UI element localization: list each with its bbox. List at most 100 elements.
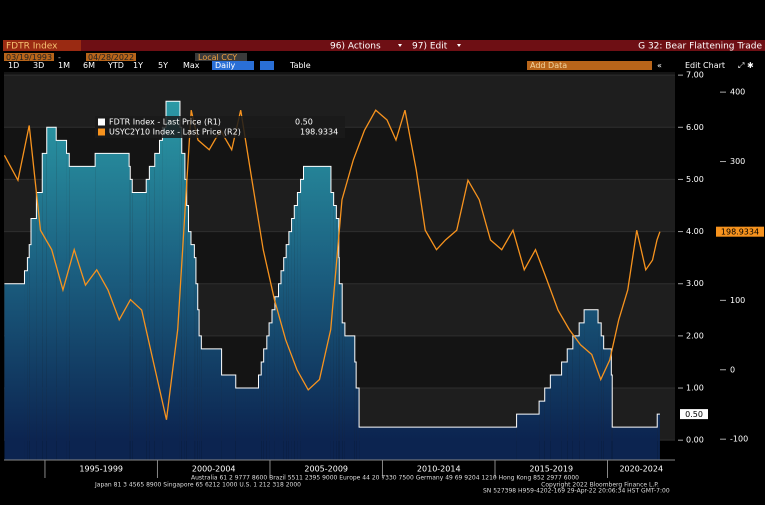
y2-tick-label: 100 bbox=[730, 296, 745, 305]
area-step bbox=[297, 192, 301, 460]
y2-tick-label: -100 bbox=[730, 435, 748, 444]
security-box[interactable] bbox=[3, 40, 81, 51]
y-tick-label: 4.00 bbox=[686, 227, 704, 236]
area-step bbox=[354, 361, 357, 460]
period-button[interactable]: 1M bbox=[58, 61, 70, 70]
area-step bbox=[516, 414, 540, 460]
area-step bbox=[129, 166, 131, 460]
start-date[interactable]: 03/19/1993 bbox=[6, 53, 52, 62]
legend-label: FDTR Index - Last Price (R1) bbox=[109, 118, 221, 127]
area-step bbox=[261, 361, 264, 460]
area-step bbox=[159, 140, 163, 460]
date-box[interactable] bbox=[4, 53, 54, 61]
collapse[interactable]: « bbox=[657, 61, 662, 70]
area-step bbox=[572, 335, 580, 460]
area-step bbox=[291, 218, 295, 460]
y-tick-label: 2.00 bbox=[686, 331, 704, 340]
currency-box[interactable] bbox=[195, 53, 247, 61]
area-step bbox=[46, 127, 57, 460]
area-step bbox=[550, 374, 562, 460]
last-value-label: 0.50 bbox=[685, 410, 703, 419]
area-step bbox=[221, 374, 236, 460]
area-step bbox=[544, 388, 551, 460]
actions-menu[interactable]: 96) Actions bbox=[330, 42, 381, 52]
area-step bbox=[579, 322, 585, 460]
area-step bbox=[162, 127, 167, 460]
area-step bbox=[31, 218, 37, 460]
period-button[interactable]: 1Y bbox=[133, 61, 143, 70]
add-data-box[interactable] bbox=[527, 61, 652, 70]
area-step bbox=[29, 244, 32, 460]
area-step bbox=[132, 192, 147, 460]
area-step bbox=[288, 231, 292, 460]
frequency[interactable]: Daily bbox=[215, 61, 236, 70]
legend-swatch bbox=[98, 118, 105, 126]
area-step bbox=[130, 179, 133, 460]
frequency-box[interactable] bbox=[212, 61, 254, 70]
x-tick-label: 2010-2014 bbox=[417, 465, 461, 474]
period-button[interactable]: 6M bbox=[83, 61, 95, 70]
area-step bbox=[283, 257, 287, 460]
legend-swatch bbox=[98, 128, 105, 136]
y-tick-label: 5.00 bbox=[686, 175, 704, 184]
y2-tick-label: 300 bbox=[730, 157, 745, 166]
legend-box bbox=[95, 116, 345, 138]
area-step bbox=[269, 322, 272, 460]
area-step bbox=[336, 218, 339, 460]
area-step bbox=[344, 335, 355, 460]
footer-contacts: Australia 61 2 9777 8600 Brazil 5511 239… bbox=[191, 475, 579, 482]
y2-tick-label: 0 bbox=[730, 365, 735, 374]
area-step bbox=[356, 388, 360, 460]
area-step bbox=[603, 348, 612, 460]
chart-type-button[interactable] bbox=[260, 61, 274, 70]
grid-band bbox=[4, 72, 675, 76]
area-step bbox=[339, 283, 343, 460]
chart-tools[interactable]: ⤢ ✱ bbox=[737, 61, 754, 70]
period-button[interactable]: YTD bbox=[107, 61, 124, 70]
menu-arrow bbox=[457, 44, 461, 47]
x-tick-label: 2000-2004 bbox=[192, 465, 236, 474]
area-step bbox=[184, 179, 187, 460]
area-step bbox=[166, 101, 180, 460]
area-step bbox=[146, 179, 150, 460]
security[interactable]: FDTR Index bbox=[6, 42, 58, 52]
period-button[interactable]: Max bbox=[183, 61, 200, 70]
area-step bbox=[657, 414, 660, 460]
period-button[interactable]: 5Y bbox=[158, 61, 168, 70]
end-date[interactable]: 04/28/2022 bbox=[88, 53, 134, 62]
legend-value: 198.9334 bbox=[300, 128, 338, 137]
area-step bbox=[199, 335, 202, 460]
add-data[interactable]: Add Data bbox=[530, 61, 567, 70]
area-step bbox=[154, 153, 160, 460]
area-step bbox=[42, 153, 47, 460]
x-tick-label: 2015-2019 bbox=[529, 465, 573, 474]
legend-value: 0.50 bbox=[295, 118, 313, 127]
edit-menu[interactable]: 97) Edit bbox=[412, 42, 448, 52]
area-step bbox=[197, 309, 200, 460]
table-button[interactable]: Table bbox=[289, 61, 311, 70]
x-tick-label: 2020-2024 bbox=[619, 465, 663, 474]
period-button[interactable]: 3D bbox=[33, 61, 44, 70]
area-step bbox=[56, 140, 67, 460]
area-step bbox=[27, 257, 30, 460]
area-step bbox=[601, 335, 604, 460]
area-step bbox=[258, 374, 262, 460]
last-value-label: 198.9334 bbox=[721, 228, 759, 237]
last-value-tag bbox=[716, 226, 764, 237]
currency[interactable]: Local CCY bbox=[198, 53, 237, 62]
line bbox=[4, 109, 661, 420]
area-step bbox=[194, 257, 196, 460]
period-button[interactable]: 1D bbox=[8, 61, 19, 70]
footer-contacts: Japan 81 3 4565 8900 Singapore 65 6212 1… bbox=[94, 482, 301, 489]
area-step bbox=[263, 348, 267, 460]
area-step bbox=[24, 270, 28, 460]
area-step bbox=[280, 270, 284, 460]
edit-chart[interactable]: Edit Chart bbox=[685, 61, 725, 70]
area-step bbox=[36, 192, 43, 460]
chart-name: G 32: Bear Flattening Trade bbox=[638, 42, 762, 52]
date-box[interactable] bbox=[86, 53, 136, 61]
area-step bbox=[69, 166, 96, 460]
area-step bbox=[612, 427, 658, 460]
period-buttons: 1D 3D 1M 6M YTD 1Y 5Y Max bbox=[8, 61, 200, 70]
y2-tick-label: 400 bbox=[730, 88, 745, 97]
